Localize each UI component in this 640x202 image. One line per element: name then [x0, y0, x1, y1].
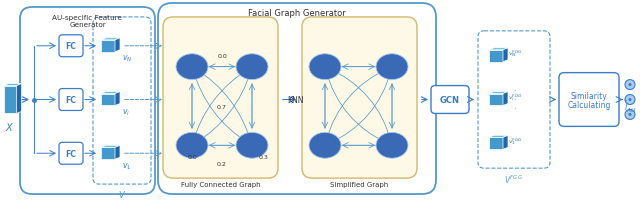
Polygon shape	[115, 146, 120, 159]
Circle shape	[628, 99, 632, 101]
Polygon shape	[489, 94, 503, 106]
Polygon shape	[17, 84, 22, 114]
Circle shape	[628, 84, 632, 87]
Polygon shape	[503, 92, 508, 106]
FancyBboxPatch shape	[59, 89, 83, 111]
Text: 0.3: 0.3	[259, 154, 269, 159]
Text: $V$: $V$	[118, 188, 126, 199]
Text: KNN: KNN	[288, 96, 304, 104]
Circle shape	[625, 80, 635, 90]
FancyBboxPatch shape	[302, 18, 417, 178]
Text: Generator: Generator	[69, 22, 106, 28]
Text: Calculating: Calculating	[567, 100, 611, 109]
Circle shape	[625, 95, 635, 105]
Ellipse shape	[309, 55, 341, 80]
Text: $\hat{l}_{AU}$: $\hat{l}_{AU}$	[624, 98, 636, 114]
FancyBboxPatch shape	[163, 18, 278, 178]
Text: Fully Connected Graph: Fully Connected Graph	[180, 181, 260, 187]
Text: Simplified Graph: Simplified Graph	[330, 181, 388, 187]
Ellipse shape	[176, 55, 208, 80]
Text: 0.7: 0.7	[217, 104, 227, 109]
FancyBboxPatch shape	[431, 86, 469, 114]
Text: ·
·
·: · · ·	[513, 87, 515, 114]
Polygon shape	[503, 48, 508, 62]
Circle shape	[628, 113, 632, 116]
Text: FC: FC	[65, 42, 76, 51]
Text: FC: FC	[65, 149, 76, 158]
Text: $v_1$: $v_1$	[122, 160, 131, 171]
Ellipse shape	[376, 55, 408, 80]
Circle shape	[625, 110, 635, 120]
Text: $v_i^{FGG}$: $v_i^{FGG}$	[508, 92, 523, 102]
Polygon shape	[101, 92, 120, 94]
Polygon shape	[503, 136, 508, 149]
Polygon shape	[101, 94, 115, 106]
Polygon shape	[101, 39, 120, 41]
Ellipse shape	[236, 133, 268, 158]
FancyBboxPatch shape	[559, 73, 619, 127]
Text: $v_i$: $v_i$	[122, 107, 130, 117]
Text: 0.0: 0.0	[217, 54, 227, 59]
Text: $v_N^{FGG}$: $v_N^{FGG}$	[508, 48, 523, 59]
FancyBboxPatch shape	[59, 36, 83, 57]
FancyBboxPatch shape	[59, 143, 83, 164]
Text: $V^{FGG}$: $V^{FGG}$	[504, 172, 524, 185]
Text: $v_N$: $v_N$	[122, 54, 132, 64]
Polygon shape	[3, 86, 17, 114]
Text: AU-specific Feature: AU-specific Feature	[52, 15, 122, 21]
Ellipse shape	[236, 55, 268, 80]
Ellipse shape	[376, 133, 408, 158]
Polygon shape	[101, 147, 115, 159]
Text: FC: FC	[65, 96, 76, 104]
Ellipse shape	[176, 133, 208, 158]
Text: 0.2: 0.2	[217, 161, 227, 166]
Text: Similarity: Similarity	[571, 92, 607, 101]
Text: 0.0: 0.0	[187, 154, 197, 159]
Polygon shape	[489, 92, 508, 94]
Polygon shape	[115, 92, 120, 106]
Polygon shape	[489, 138, 503, 149]
Polygon shape	[3, 84, 22, 86]
Text: ···: ···	[78, 96, 88, 104]
Text: $v_1^{FGG}$: $v_1^{FGG}$	[508, 135, 523, 146]
Text: GCN: GCN	[440, 96, 460, 104]
Polygon shape	[101, 41, 115, 53]
Polygon shape	[489, 136, 508, 138]
Polygon shape	[489, 48, 508, 50]
Ellipse shape	[309, 133, 341, 158]
Text: $X$: $X$	[5, 121, 15, 133]
Text: Facial Graph Generator: Facial Graph Generator	[248, 9, 346, 18]
Polygon shape	[101, 146, 120, 147]
Polygon shape	[489, 50, 503, 62]
Polygon shape	[115, 39, 120, 53]
